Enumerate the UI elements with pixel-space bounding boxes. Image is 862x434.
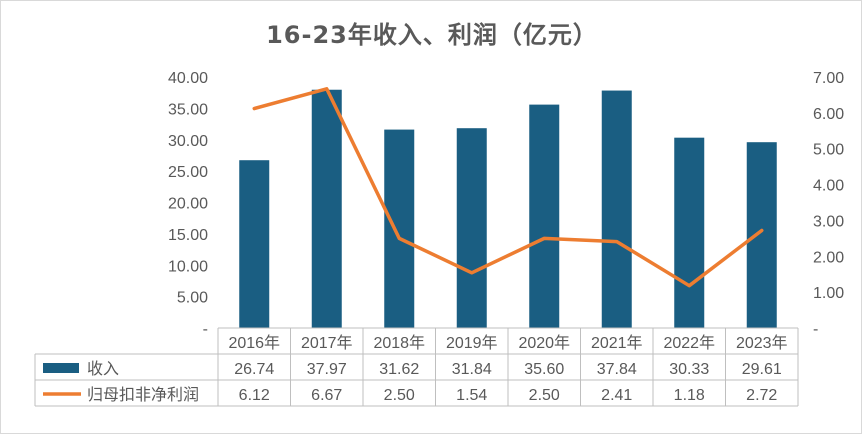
revenue-data-label: 30.33 [669, 361, 709, 378]
right-axis-tick-label: 2.00 [813, 249, 844, 266]
revenue-legend-label: 收入 [87, 360, 119, 378]
revenue-bar [529, 104, 560, 328]
left-axis-tick-label: 35.00 [168, 101, 208, 118]
left-axis-tick-label: 30.00 [168, 133, 208, 150]
profit-data-label: 6.67 [311, 387, 342, 404]
revenue-bar [674, 137, 705, 328]
left-axis-tick-label: 40.00 [168, 70, 208, 87]
revenue-data-label: 31.84 [452, 361, 492, 378]
revenue-bar [601, 90, 632, 328]
revenue-bar [384, 129, 415, 328]
revenue-bar [456, 128, 487, 328]
right-axis-tick-label: - [813, 321, 818, 338]
profit-legend-label: 归母扣非净利润 [87, 386, 199, 404]
right-axis-tick-label: 3.00 [813, 213, 844, 230]
category-label: 2018年 [373, 334, 425, 352]
category-label: 2021年 [591, 334, 643, 352]
category-label: 2020年 [518, 334, 570, 352]
right-axis-tick-label: 5.00 [813, 142, 844, 159]
left-axis-tick-label: - [203, 321, 208, 338]
category-label: 2022年 [663, 334, 715, 352]
revenue-bar [311, 89, 342, 328]
profit-line [252, 87, 764, 288]
left-axis-tick-label: 5.00 [177, 290, 208, 307]
revenue-legend-key [43, 363, 79, 373]
right-axis-tick-label: 6.00 [813, 106, 844, 123]
right-axis-tick-label: 4.00 [813, 178, 844, 195]
profit-data-label: 2.41 [601, 387, 632, 404]
left-axis-tick-label: 25.00 [168, 164, 208, 181]
profit-data-label: 2.72 [746, 387, 777, 404]
left-axis-tick-label: 15.00 [168, 227, 208, 244]
revenue-data-label: 37.97 [307, 361, 347, 378]
revenue-data-label: 31.62 [379, 361, 419, 378]
revenue-data-label: 26.74 [234, 361, 274, 378]
right-axis-tick-label: 1.00 [813, 285, 844, 302]
revenue-data-label: 35.60 [524, 361, 564, 378]
category-label: 2017年 [301, 334, 353, 352]
category-label: 2019年 [446, 334, 498, 352]
profit-data-label: 6.12 [239, 387, 270, 404]
revenue-data-label: 37.84 [597, 361, 637, 378]
left-axis-tick-label: 20.00 [168, 196, 208, 213]
profit-data-label: 2.50 [529, 387, 560, 404]
revenue-bar [239, 160, 270, 328]
revenue-data-label: 29.61 [742, 361, 782, 378]
category-label: 2023年 [736, 334, 788, 352]
category-label: 2016年 [228, 334, 280, 352]
revenue-bar [746, 142, 777, 328]
profit-data-label: 2.50 [384, 387, 415, 404]
profit-data-label: 1.18 [674, 387, 705, 404]
chart-title: 16-23年收入、利润（亿元） [266, 21, 598, 49]
left-axis-tick-label: 10.00 [168, 258, 208, 275]
profit-data-label: 1.54 [456, 387, 487, 404]
right-axis-tick-label: 7.00 [813, 70, 844, 87]
